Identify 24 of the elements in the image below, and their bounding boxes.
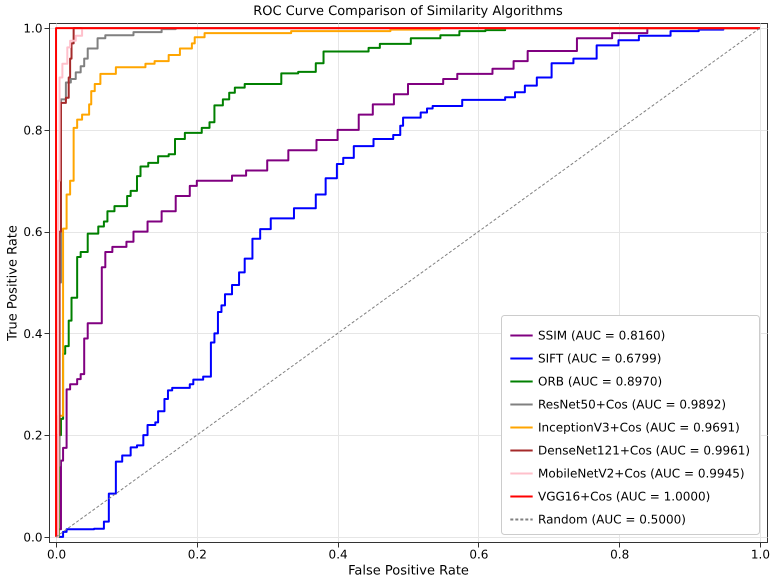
legend-label: ORB (AUC = 0.8970) — [538, 374, 662, 388]
legend-label: DenseNet121+Cos (AUC = 0.9961) — [538, 444, 750, 458]
x-tick-label: 0.2 — [188, 548, 207, 562]
legend-label: ResNet50+Cos (AUC = 0.9892) — [538, 398, 726, 412]
legend-label: InceptionV3+Cos (AUC = 0.9691) — [538, 420, 740, 434]
legend-label: VGG16+Cos (AUC = 1.0000) — [538, 490, 710, 504]
y-tick-label: 0.2 — [23, 428, 42, 443]
legend-label: Random (AUC = 0.5000) — [538, 512, 686, 526]
y-tick-label: 0.8 — [23, 123, 42, 138]
x-tick-label: 0.8 — [610, 548, 630, 562]
chart-title: ROC Curve Comparison of Similarity Algorithms — [253, 4, 564, 20]
x-tick-label: 0.6 — [469, 548, 488, 562]
x-tick-label: 0.0 — [46, 548, 66, 562]
x-tick-label: 1.0 — [750, 548, 770, 562]
y-tick-label: 1.0 — [23, 22, 42, 36]
y-axis-title: True Positive Rate — [5, 225, 20, 342]
legend-label: MobileNetV2+Cos (AUC = 0.9945) — [538, 466, 745, 480]
legend-label: SIFT (AUC = 0.6799) — [538, 352, 662, 366]
x-tick-label: 0.4 — [328, 548, 348, 562]
legend-label: SSIM (AUC = 0.8160) — [538, 328, 666, 342]
y-tick-label: 0.6 — [23, 225, 42, 240]
x-axis-title: False Positive Rate — [348, 564, 469, 578]
y-tick-label: 0.4 — [23, 326, 42, 341]
y-tick-label: 0.0 — [23, 530, 42, 544]
